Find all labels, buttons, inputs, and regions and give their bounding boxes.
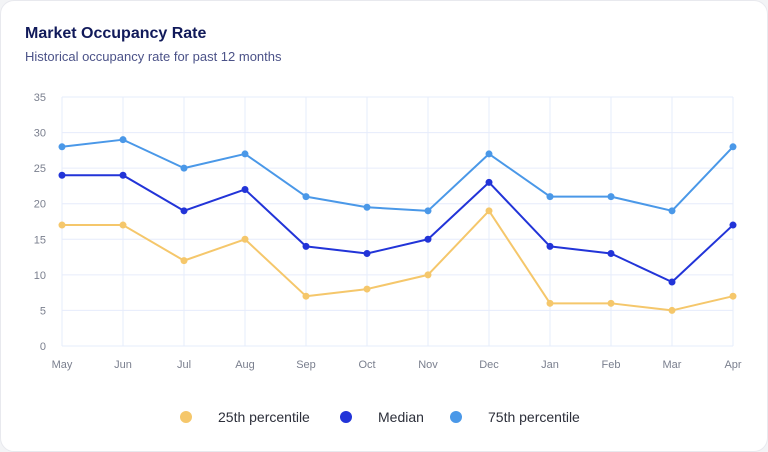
data-point[interactable] <box>729 221 737 229</box>
data-point[interactable] <box>546 193 554 201</box>
data-point[interactable] <box>607 299 615 307</box>
data-point[interactable] <box>241 150 249 158</box>
data-point[interactable] <box>119 221 127 229</box>
y-tick-label: 30 <box>34 128 46 140</box>
series-line-2 <box>61 138 734 212</box>
data-point[interactable] <box>58 171 66 179</box>
legend-label: Median <box>378 409 424 425</box>
legend-label: 75th percentile <box>488 409 580 425</box>
data-point[interactable] <box>424 271 432 279</box>
y-tick-label: 35 <box>34 92 46 104</box>
data-point[interactable] <box>180 207 188 215</box>
data-point[interactable] <box>302 193 310 201</box>
data-point[interactable] <box>546 299 554 307</box>
data-point[interactable] <box>668 306 676 314</box>
x-tick-label: Jun <box>114 359 132 371</box>
data-point[interactable] <box>363 285 371 293</box>
x-axis-ticks: May Jun Jul Aug Sep Oct Nov Dec Jan Feb Mar Apr <box>52 359 742 371</box>
x-tick-label: Oct <box>358 359 375 371</box>
y-tick-label: 25 <box>34 163 46 175</box>
data-point[interactable] <box>424 207 432 215</box>
x-tick-label: Aug <box>235 359 255 371</box>
series-line-0 <box>62 209 734 312</box>
data-point[interactable] <box>424 235 432 243</box>
legend-item-25th[interactable]: 25th percentile <box>180 406 310 428</box>
data-point[interactable] <box>485 178 493 186</box>
x-tick-label: Feb <box>602 359 621 371</box>
data-point[interactable] <box>119 171 127 179</box>
data-point[interactable] <box>58 221 66 229</box>
grid <box>61 96 734 347</box>
data-point[interactable] <box>546 242 554 250</box>
y-tick-label: 10 <box>34 270 46 282</box>
x-tick-label: Jan <box>541 359 559 371</box>
chart-title: Market Occupancy Rate <box>25 25 207 42</box>
data-point[interactable] <box>241 185 249 193</box>
data-point[interactable] <box>58 143 66 151</box>
legend-item-75th[interactable]: 75th percentile <box>450 406 580 428</box>
data-point[interactable] <box>485 150 493 158</box>
legend-dot-median-icon <box>340 411 352 423</box>
data-point[interactable] <box>180 257 188 265</box>
x-tick-label: Mar <box>663 359 682 371</box>
x-tick-label: Jul <box>177 359 191 371</box>
legend-dot-75th-icon <box>450 411 462 423</box>
data-point[interactable] <box>607 250 615 258</box>
y-tick-label: 20 <box>34 199 46 211</box>
data-point[interactable] <box>485 207 493 215</box>
legend-label: 25th percentile <box>218 409 310 425</box>
data-point[interactable] <box>119 136 127 144</box>
x-tick-label: Dec <box>479 359 499 371</box>
data-point[interactable] <box>668 207 676 215</box>
x-tick-label: Nov <box>418 359 438 371</box>
data-point[interactable] <box>180 164 188 172</box>
data-point[interactable] <box>241 235 249 243</box>
x-tick-label: Apr <box>724 359 741 371</box>
chart-subtitle: Historical occupancy rate for past 12 mo… <box>25 49 282 64</box>
data-point[interactable] <box>363 203 371 211</box>
y-axis-ticks: 0 5 10 15 20 25 30 35 <box>34 92 46 353</box>
y-tick-label: 0 <box>40 341 46 353</box>
y-tick-label: 5 <box>40 305 46 317</box>
legend-dot-25th-icon <box>180 411 192 423</box>
x-tick-label: Sep <box>296 359 316 371</box>
data-point[interactable] <box>729 143 737 151</box>
data-point[interactable] <box>729 292 737 300</box>
data-point[interactable] <box>607 193 615 201</box>
series-group <box>58 136 737 314</box>
legend-item-median[interactable]: Median <box>340 406 424 428</box>
data-point[interactable] <box>302 242 310 250</box>
series-line-1 <box>62 174 734 283</box>
x-tick-label: May <box>52 359 73 371</box>
y-tick-label: 15 <box>34 234 46 246</box>
data-point[interactable] <box>302 292 310 300</box>
data-point[interactable] <box>363 250 371 258</box>
data-point[interactable] <box>668 278 676 286</box>
legend: 25th percentile Median 75th percentile <box>0 406 768 428</box>
